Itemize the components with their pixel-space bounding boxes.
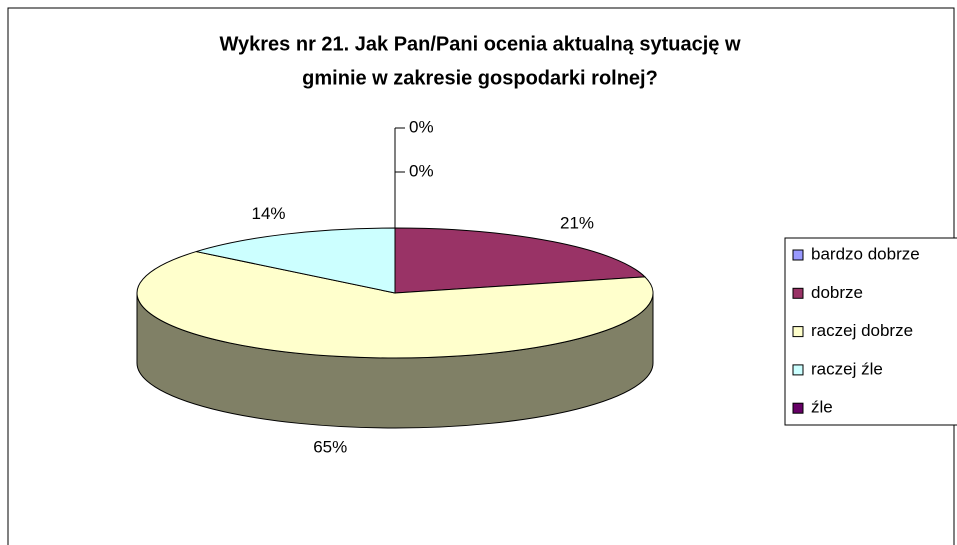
legend-box — [784, 237, 957, 426]
pie-slice — [136, 251, 654, 359]
data-label: 0% — [409, 117, 434, 136]
legend-label: raczej źle — [811, 359, 883, 378]
legend-swatch — [792, 326, 804, 338]
legend-label: źle — [811, 398, 833, 417]
chart-title: Wykres nr 21. Jak Pan/Pani ocenia aktual… — [220, 33, 741, 55]
pie-slice — [394, 227, 647, 294]
legend-label: raczej dobrze — [811, 321, 913, 340]
pie-slice — [196, 227, 396, 294]
legend-swatch — [792, 249, 804, 261]
legend-label: bardzo dobrze — [811, 244, 920, 263]
data-label: 65% — [313, 437, 347, 456]
legend-swatch — [792, 287, 804, 299]
data-label: 0% — [409, 161, 434, 180]
legend-swatch — [792, 364, 804, 376]
chart-title: gminie w zakresie gospodarki rolnej? — [302, 67, 658, 89]
legend-swatch — [792, 402, 804, 414]
legend-label: dobrze — [811, 283, 863, 302]
data-label: 21% — [560, 214, 594, 233]
data-label: 14% — [252, 204, 286, 223]
